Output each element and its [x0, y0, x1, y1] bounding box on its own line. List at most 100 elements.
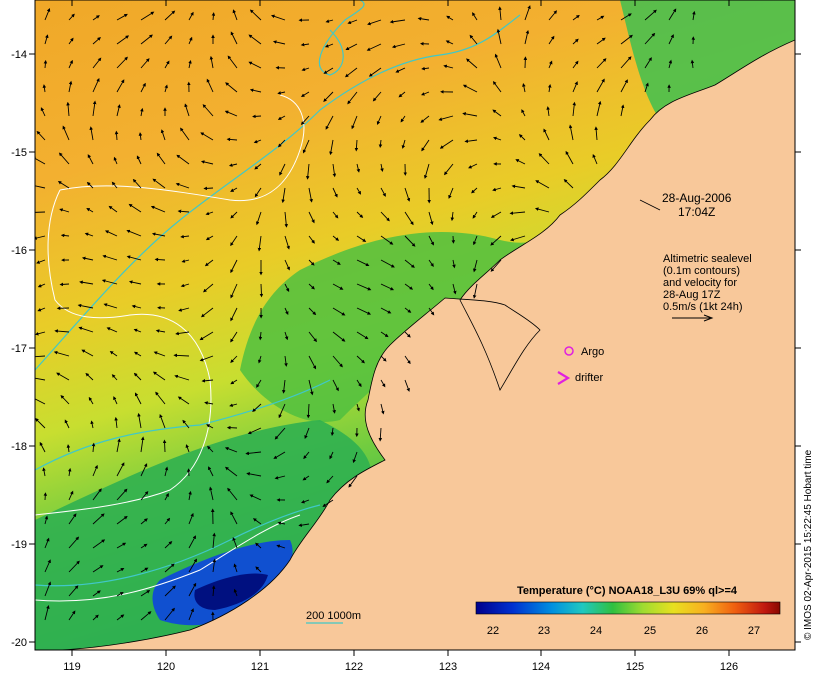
- altimetry-legend-line: (0.1m contours): [663, 265, 740, 277]
- velocity-arrow: [203, 186, 214, 191]
- velocity-arrow: [164, 84, 168, 93]
- velocity-arrow: [277, 91, 286, 95]
- velocity-arrow: [164, 563, 175, 573]
- velocity-arrow: [35, 331, 46, 336]
- velocity-arrow: [356, 331, 369, 340]
- velocity-arrow: [128, 203, 142, 213]
- velocity-arrow: [164, 607, 175, 621]
- velocity-arrow: [140, 567, 149, 573]
- velocity-arrow: [92, 77, 100, 93]
- velocity-arrow: [128, 280, 142, 285]
- velocity-arrow: [332, 235, 340, 241]
- velocity-arrow: [224, 110, 238, 117]
- velocity-arrow: [510, 235, 526, 242]
- velocity-arrow: [347, 19, 358, 25]
- velocity-arrow: [205, 211, 214, 216]
- velocity-arrow: [140, 82, 146, 93]
- velocity-arrow: [535, 180, 550, 189]
- velocity-arrow: [472, 283, 478, 299]
- velocity-arrow: [572, 60, 579, 69]
- velocity-arrow: [255, 542, 262, 549]
- velocity-arrow: [151, 232, 166, 237]
- velocity-arrow: [140, 11, 155, 21]
- australia-land: [59, 39, 795, 650]
- velocity-arrow: [177, 396, 190, 405]
- velocity-arrow: [230, 379, 238, 385]
- velocity-arrow: [68, 37, 74, 45]
- velocity-arrow: [249, 88, 262, 93]
- velocity-arrow: [446, 15, 454, 21]
- velocity-arrow: [140, 107, 144, 117]
- altimetry-legend-line: 28-Aug 17Z: [663, 289, 721, 301]
- velocity-arrow: [380, 163, 384, 172]
- velocity-arrow: [44, 34, 49, 45]
- velocity-arrow: [509, 211, 526, 215]
- velocity-arrow: [380, 211, 390, 222]
- velocity-arrow: [204, 401, 214, 405]
- velocity-arrow: [188, 490, 192, 501]
- velocity-arrow: [378, 139, 383, 148]
- velocity-arrow: [164, 35, 173, 45]
- colorbar-title: Temperature (°C) NOAA18_L3U 69% ql>=4: [517, 585, 738, 597]
- velocity-arrow: [462, 84, 478, 93]
- velocity-arrow: [36, 259, 46, 264]
- velocity-arrow: [68, 536, 80, 549]
- timestamp-time: 17:04Z: [678, 205, 715, 219]
- velocity-arrow: [620, 79, 628, 93]
- velocity-arrow: [272, 40, 286, 45]
- velocity-arrow: [68, 513, 77, 525]
- colorbar-tick-label: 23: [538, 625, 550, 637]
- velocity-arrow: [203, 283, 214, 293]
- velocity-arrow: [92, 513, 105, 525]
- velocity-arrow: [164, 493, 169, 501]
- velocity-arrow: [53, 350, 70, 357]
- velocity-arrow: [88, 396, 94, 405]
- velocity-arrow: [344, 67, 358, 78]
- velocity-arrow: [398, 91, 406, 98]
- velocity-arrow: [391, 43, 406, 49]
- velocity-arrow: [87, 154, 94, 165]
- velocity-arrow: [452, 283, 457, 295]
- velocity-arrow: [154, 257, 166, 262]
- colorbar-tick-label: 26: [696, 625, 708, 637]
- velocity-arrow: [692, 10, 696, 21]
- lon-tick-label: 119: [63, 661, 81, 673]
- velocity-arrow: [404, 235, 416, 247]
- velocity-arrow: [209, 55, 214, 69]
- velocity-arrow: [274, 475, 286, 480]
- velocity-arrow: [356, 283, 372, 291]
- velocity-arrow: [324, 43, 334, 48]
- velocity-arrow: [284, 259, 290, 271]
- velocity-arrow: [246, 472, 262, 477]
- velocity-arrow: [644, 32, 656, 45]
- velocity-arrow: [59, 208, 70, 213]
- velocity-arrow: [332, 259, 341, 265]
- velocity-arrow: [252, 403, 262, 413]
- velocity-arrow: [35, 377, 46, 381]
- velocity-arrow: [60, 394, 70, 405]
- velocity-arrow: [332, 355, 343, 368]
- velocity-arrow: [116, 614, 125, 621]
- velocity-arrow: [368, 67, 382, 77]
- velocity-arrow: [92, 614, 99, 621]
- velocity-arrow: [352, 451, 358, 464]
- velocity-arrow: [276, 544, 286, 549]
- velocity-arrow: [255, 211, 262, 226]
- velocity-arrow: [44, 559, 51, 573]
- velocity-arrow: [301, 67, 310, 72]
- velocity-arrow: [417, 16, 430, 21]
- velocity-arrow: [329, 139, 334, 156]
- velocity-arrow: [188, 11, 194, 21]
- velocity-arrow: [538, 153, 550, 165]
- velocity-arrow: [174, 374, 190, 381]
- velocity-arrow: [284, 235, 290, 250]
- velocity-arrow: [36, 130, 46, 141]
- velocity-arrow: [230, 187, 238, 192]
- velocity-arrow: [256, 379, 262, 388]
- lat-tick-label: -14: [11, 49, 27, 61]
- velocity-arrow: [511, 184, 526, 189]
- velocity-arrow: [188, 535, 196, 549]
- velocity-arrow: [177, 209, 190, 214]
- velocity-arrow: [498, 6, 502, 21]
- velocity-arrow: [356, 307, 372, 315]
